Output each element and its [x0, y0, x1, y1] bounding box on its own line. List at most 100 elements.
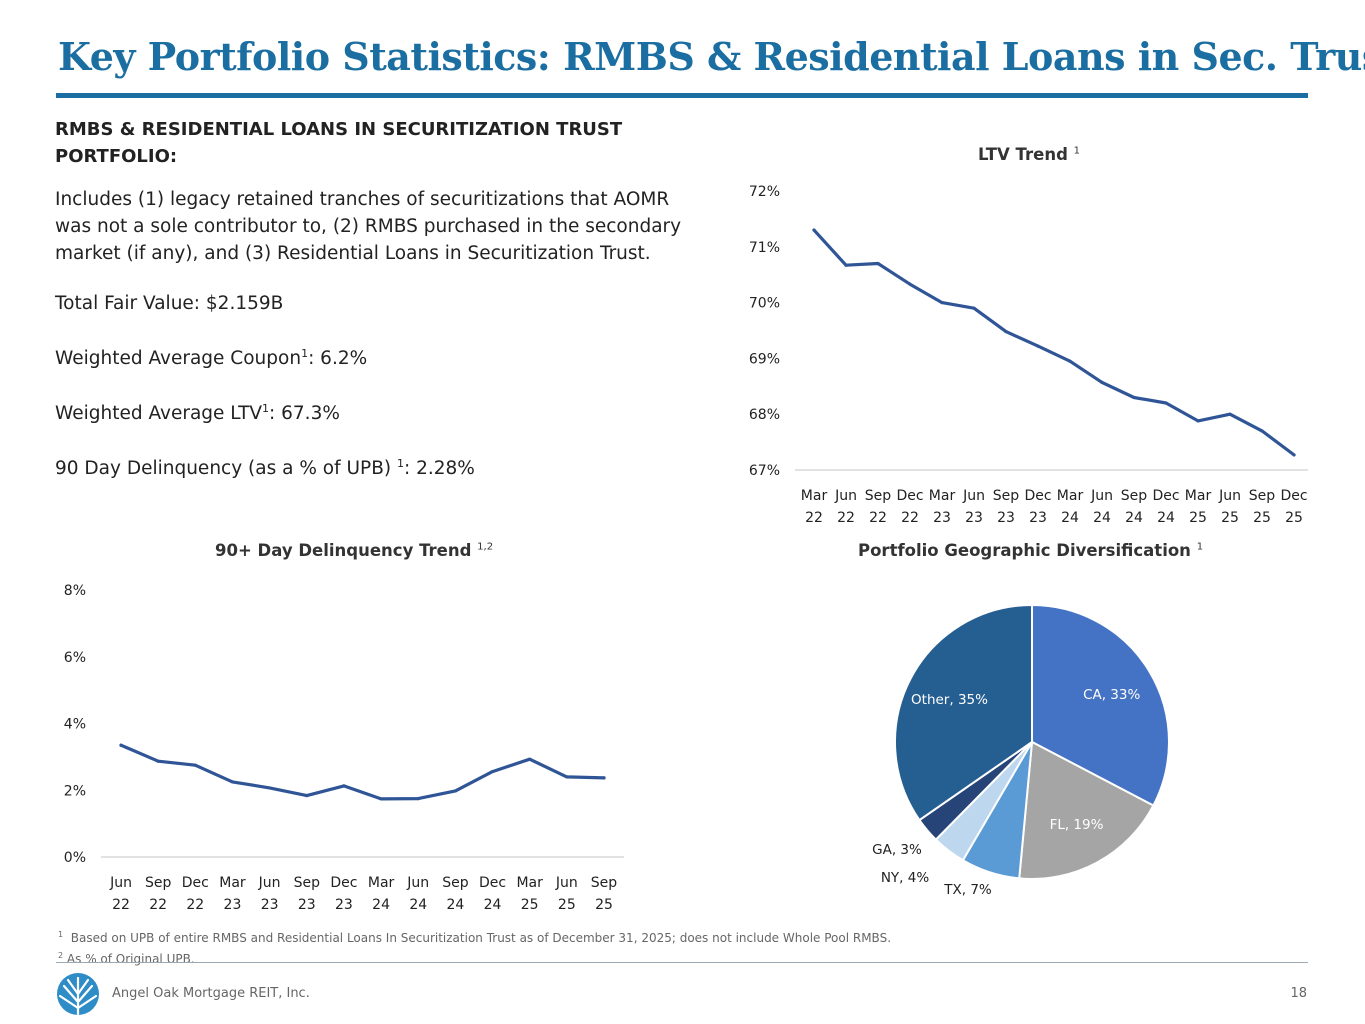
page-number: 18	[1290, 986, 1307, 1001]
coupon-footnote-mark: 1	[301, 347, 309, 360]
delinquency-x-tick-year: 24	[372, 897, 390, 913]
delinquency-y-tick: 6%	[64, 650, 86, 666]
delinquency-x-tick-month: Dec	[330, 875, 357, 891]
delinquency-data-point	[490, 769, 495, 774]
ltv-data-point	[1292, 453, 1296, 457]
ltv-x-tick-month: Mar	[1185, 488, 1212, 504]
ltv-x-tick-month: Dec	[896, 488, 923, 504]
delinquency-y-tick: 8%	[64, 583, 86, 599]
pie-label-ny: NY, 4%	[881, 870, 930, 886]
ltv-y-tick: 70%	[749, 296, 780, 312]
delinquency-data-point	[193, 763, 197, 767]
company-name: Angel Oak Mortgage REIT, Inc.	[112, 986, 310, 1001]
ltv-data-point	[972, 306, 976, 310]
delinquency-footnote-mark: 1	[397, 457, 404, 471]
ltv-series-line	[812, 228, 1296, 457]
ltv-x-tick-month: Sep	[865, 488, 892, 504]
delinquency-y-tick: 0%	[64, 850, 86, 866]
delinquency-x-tick-month: Mar	[368, 875, 395, 891]
delinquency-x-tick-year: 25	[558, 897, 576, 913]
delinquency-x-tick-year: 23	[224, 897, 242, 913]
ltv-x-tick-year: 22	[805, 510, 823, 526]
delinquency-value: : 2.28%	[404, 458, 475, 480]
weighted-average-coupon: Weighted Average Coupon1: 6.2%	[55, 340, 695, 372]
delinquency-x-tick-year: 23	[261, 897, 279, 913]
ltv-data-point	[908, 282, 912, 286]
delinquency-data-point	[119, 743, 123, 747]
delinquency-x-tick-month: Dec	[182, 875, 209, 891]
summary-heading: RMBS & RESIDENTIAL LOANS IN SECURITIZATI…	[55, 116, 695, 170]
ltv-label: Weighted Average LTV	[55, 403, 263, 425]
pie-slice-tx	[961, 741, 1033, 880]
ltv-value: : 67.3%	[269, 403, 340, 425]
ltv-x-tick-year: 25	[1221, 510, 1239, 526]
footnote-1: 1 Based on UPB of entire RMBS and Reside…	[58, 926, 891, 947]
delinquency-y-tick: 4%	[64, 717, 86, 733]
footnote-2-mark: 2	[58, 951, 64, 960]
summary-heading-line2: PORTFOLIO:	[55, 146, 178, 167]
delinquency-x-tick-month: Sep	[442, 875, 469, 891]
pie-slice-ca	[1031, 603, 1170, 807]
delinquency-data-point	[416, 796, 420, 801]
ltv-x-tick-month: Mar	[929, 488, 956, 504]
delinquency-data-point	[342, 784, 346, 788]
ltv-x-tick-year: 25	[1285, 510, 1303, 526]
ltv-data-point	[844, 263, 848, 267]
pie-slice-other	[894, 603, 1033, 822]
footnote-1-mark: 1	[58, 930, 64, 939]
delinquency-x-tick-month: Sep	[591, 875, 618, 891]
delinquency-title-sup: 1,2	[477, 541, 494, 553]
ltv-x-tick-month: Sep	[1121, 488, 1148, 504]
delinquency-x-tick-year: 22	[149, 897, 167, 913]
delinquency-data-point	[268, 786, 272, 790]
ltv-x-tick-year: 22	[837, 510, 855, 526]
ltv-x-tick-month: Mar	[1057, 488, 1084, 504]
delinquency-title-text: 90+ Day Delinquency Trend	[215, 541, 472, 560]
pie-slice-ny	[934, 741, 1033, 862]
ltv-x-tick-year: 23	[933, 510, 951, 526]
delinquency-data-point	[230, 780, 235, 784]
delinquency-x-tick-month: Jun	[109, 875, 132, 891]
ltv-data-point	[876, 261, 880, 266]
ltv-y-tick: 71%	[749, 240, 780, 256]
ltv-y-tick: 72%	[749, 184, 780, 200]
portfolio-summary: RMBS & RESIDENTIAL LOANS IN SECURITIZATI…	[55, 116, 695, 505]
delinquency-x-tick-year: 25	[521, 897, 539, 913]
pie-label-tx: TX, 7%	[943, 882, 992, 898]
ltv-y-tick: 69%	[749, 351, 780, 367]
ltv-x-tick-month: Jun	[1090, 488, 1113, 504]
ltv-x-tick-month: Dec	[1024, 488, 1051, 504]
delinquency-x-tick-month: Dec	[479, 875, 506, 891]
ltv-x-tick-year: 22	[869, 510, 887, 526]
pie-label-other: Other, 35%	[911, 692, 988, 708]
delinquency-x-tick-year: 24	[446, 897, 464, 913]
ltv-x-tick-year: 23	[997, 510, 1015, 526]
ltv-x-tick-year: 24	[1061, 510, 1079, 526]
ltv-x-tick-month: Sep	[1249, 488, 1276, 504]
pie-label-ga: GA, 3%	[872, 842, 922, 858]
delinquency-y-tick: 2%	[64, 783, 86, 799]
delinquency-x-tick-year: 24	[409, 897, 427, 913]
ltv-x-tick-month: Dec	[1152, 488, 1179, 504]
ltv-data-point	[1100, 380, 1104, 384]
delinquency-x-tick-month: Sep	[294, 875, 321, 891]
ltv-data-point	[1164, 401, 1168, 405]
geo-title-text: Portfolio Geographic Diversification	[858, 541, 1191, 560]
pie-label-fl: FL, 19%	[1050, 817, 1104, 833]
delinquency-x-tick-year: 23	[298, 897, 316, 913]
ltv-x-tick-year: 24	[1093, 510, 1111, 526]
delinquency-data-point	[379, 797, 383, 801]
delinquency-x-tick-year: 22	[112, 897, 130, 913]
delinquency-data-point	[453, 789, 457, 793]
geo-title-sup: 1	[1196, 541, 1204, 553]
footnote-1-text: Based on UPB of entire RMBS and Resident…	[70, 931, 892, 945]
ltv-title-text: LTV Trend	[978, 145, 1068, 164]
ltv-x-tick-month: Jun	[962, 488, 985, 504]
ltv-x-tick-year: 25	[1189, 510, 1207, 526]
delinquency-series-line	[119, 743, 606, 801]
ltv-chart-title: LTV Trend 1	[978, 145, 1080, 164]
ltv-footnote-mark: 1	[262, 402, 270, 416]
ltv-x-tick-year: 23	[965, 510, 983, 526]
pie-label-ca: CA, 33%	[1083, 687, 1140, 703]
pie-slice-ga	[918, 741, 1033, 842]
